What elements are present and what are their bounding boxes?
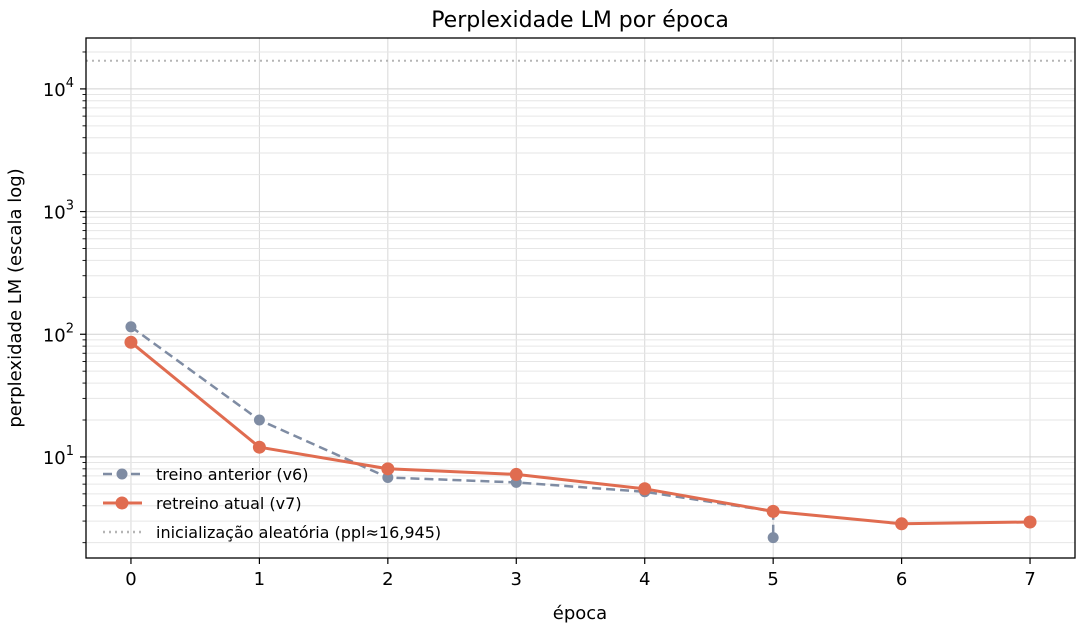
x-tick-label: 7 bbox=[1024, 569, 1035, 590]
data-point bbox=[253, 414, 265, 426]
x-tick-label: 6 bbox=[896, 569, 907, 590]
y-tick-label: 102 bbox=[43, 321, 74, 346]
grid bbox=[86, 38, 1075, 558]
data-point bbox=[125, 321, 137, 333]
data-point bbox=[638, 482, 652, 496]
series-1 bbox=[124, 335, 1037, 531]
x-axis-ticks: 0 1 2 3 4 5 6 7 bbox=[125, 558, 1036, 590]
legend-marker bbox=[116, 468, 128, 480]
chart-title: Perplexidade LM por época bbox=[431, 8, 729, 33]
plot-frame bbox=[85, 37, 1076, 559]
x-tick-label: 4 bbox=[639, 569, 650, 590]
x-tick-label: 3 bbox=[511, 569, 522, 590]
legend-label: treino anterior (v6) bbox=[156, 465, 308, 484]
y-tick-label: 104 bbox=[43, 76, 74, 101]
y-tick-label: 103 bbox=[43, 199, 74, 224]
x-tick-label: 2 bbox=[382, 569, 393, 590]
legend-entry: inicialização aleatória (ppl≈16,945) bbox=[103, 523, 441, 542]
data-point bbox=[767, 532, 779, 544]
x-axis-label: época bbox=[553, 603, 607, 624]
y-axis-ticks: 101 102 103 104 bbox=[43, 51, 86, 544]
legend: treino anterior (v6) retreino atual (v7) i… bbox=[103, 465, 441, 542]
data-point bbox=[124, 335, 138, 349]
x-tick-label: 0 bbox=[125, 569, 136, 590]
y-axis-label: perplexidade LM (escala log) bbox=[5, 168, 26, 427]
legend-marker bbox=[115, 496, 129, 510]
data-point bbox=[381, 462, 395, 476]
x-tick-label: 1 bbox=[254, 569, 265, 590]
data-point bbox=[766, 504, 780, 518]
data-point bbox=[252, 440, 266, 454]
y-tick-label: 101 bbox=[43, 444, 74, 469]
data-point bbox=[895, 517, 909, 531]
legend-label: retreino atual (v7) bbox=[156, 494, 302, 513]
legend-label: inicialização aleatória (ppl≈16,945) bbox=[156, 523, 441, 542]
data-point bbox=[1023, 515, 1037, 529]
x-tick-label: 5 bbox=[767, 569, 778, 590]
legend-entry: retreino atual (v7) bbox=[103, 494, 302, 513]
series-group bbox=[124, 321, 1037, 544]
data-point bbox=[509, 467, 523, 481]
data-point bbox=[382, 471, 394, 483]
series-line bbox=[130, 341, 1031, 526]
legend-entry: treino anterior (v6) bbox=[103, 465, 308, 484]
